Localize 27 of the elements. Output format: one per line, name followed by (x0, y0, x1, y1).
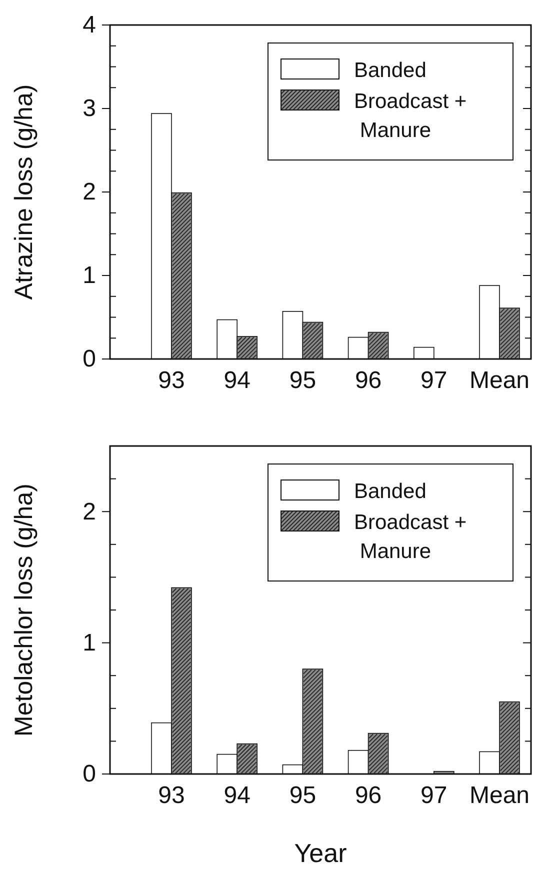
y-tick-label: 4 (82, 12, 96, 39)
x-tick-label: 97 (420, 782, 448, 810)
x-tick-label: 93 (158, 367, 185, 394)
x-tick-label: 93 (158, 782, 185, 810)
x-axis-title: Year (294, 838, 348, 868)
x-tick-label: Mean (469, 782, 530, 810)
x-tick-label: 94 (224, 367, 250, 394)
x-tick-label: Mean (469, 367, 530, 394)
x-tick-label: 95 (289, 782, 316, 810)
x-tick-label: 96 (354, 782, 382, 810)
legend-label: Broadcast + Manure (354, 90, 467, 142)
x-tick-label: 96 (354, 367, 382, 394)
x-tick-label: 97 (420, 367, 448, 394)
legend-label: Banded (354, 59, 426, 82)
y-tick-label: 0 (82, 760, 96, 788)
y-tick-label: 3 (82, 95, 96, 122)
y-tick-label: 1 (82, 262, 96, 290)
y-tick-label: 2 (82, 498, 96, 526)
x-tick-label: 94 (224, 782, 250, 810)
y-tick-label: 0 (82, 346, 96, 373)
legend-label: Banded (354, 480, 426, 503)
y-tick-label: 1 (82, 629, 96, 656)
y-axis-title: Atrazine loss (g/ha) (10, 84, 38, 300)
y-tick-label: 2 (82, 178, 96, 206)
legend-label: Broadcast + Manure (354, 511, 467, 563)
x-tick-label: 95 (289, 367, 316, 394)
y-axis-title: Metolachlor loss (g/ha) (10, 484, 38, 736)
